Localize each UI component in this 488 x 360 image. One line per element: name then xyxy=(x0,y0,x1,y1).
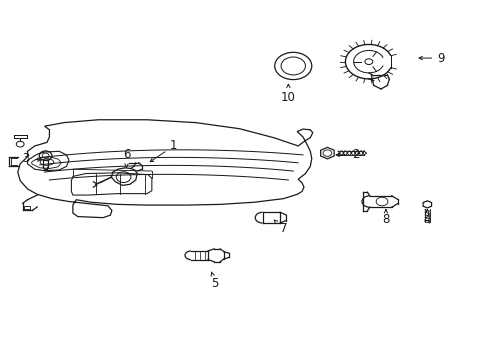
Text: 5: 5 xyxy=(211,272,219,291)
Text: 8: 8 xyxy=(382,210,389,226)
Text: 2: 2 xyxy=(335,148,359,161)
Text: 6: 6 xyxy=(122,148,130,167)
Text: 3: 3 xyxy=(22,152,41,165)
Text: 4: 4 xyxy=(423,210,430,226)
Bar xyxy=(24,206,30,210)
Text: 9: 9 xyxy=(418,51,444,64)
Text: 1: 1 xyxy=(150,139,177,162)
Text: 7: 7 xyxy=(274,220,286,235)
Text: 10: 10 xyxy=(281,84,295,104)
